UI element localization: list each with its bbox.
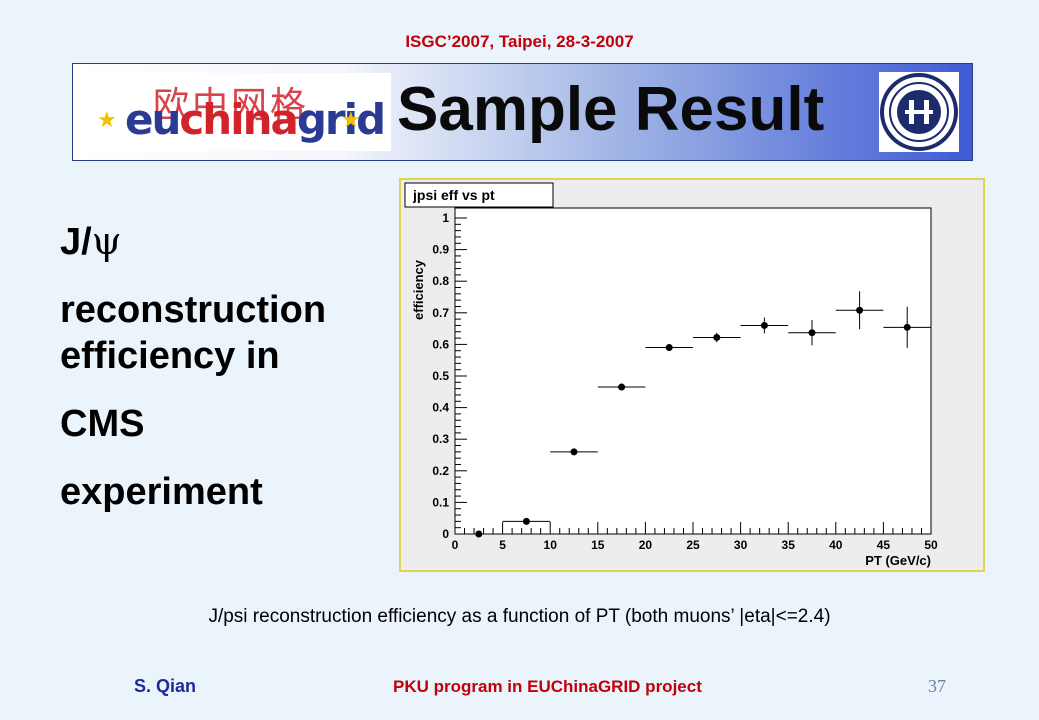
- data-point: [835, 291, 884, 330]
- data-point: [788, 320, 836, 346]
- x-tick-label: 15: [591, 538, 605, 552]
- y-tick-label: 1: [442, 211, 449, 225]
- chart-title-box: jpsi eff vs pt: [404, 182, 554, 208]
- point-marker: [856, 306, 864, 314]
- star-icon: ★: [97, 107, 117, 132]
- y-tick-label: 0.8: [432, 274, 449, 288]
- y-axis-label: efficiency: [411, 259, 426, 320]
- point-marker: [665, 344, 673, 352]
- x-tick-label: 45: [877, 538, 891, 552]
- data-point: [693, 332, 741, 343]
- footer-project: PKU program in EUChinaGRID project: [393, 677, 702, 696]
- data-point: [597, 383, 646, 391]
- point-marker: [808, 329, 816, 337]
- euchinagrid-logo: 欧中网格 ★ euchinagrid ★: [83, 73, 391, 151]
- point-marker: [570, 448, 578, 456]
- logo-chinese-text: 欧中网格: [153, 85, 310, 126]
- y-tick-label: 0.1: [432, 495, 449, 509]
- data-point: [474, 530, 484, 538]
- data-point: [645, 344, 693, 352]
- x-tick-label: 35: [782, 538, 796, 552]
- x-tick-label: 20: [639, 538, 653, 552]
- body-line-efficiency: efficiency in: [60, 335, 280, 377]
- y-tick-label: 0.9: [432, 243, 449, 257]
- footer-author: S. Qian: [134, 676, 197, 696]
- data-point: [550, 448, 598, 456]
- point-marker: [522, 517, 530, 525]
- x-tick-label: 40: [829, 538, 843, 552]
- university-seal-icon: [879, 72, 959, 152]
- page-number: 37: [928, 676, 946, 696]
- chart-title: jpsi eff vs pt: [412, 187, 495, 203]
- body-line-jpsi: J/ψ: [60, 219, 122, 263]
- x-tick-label: 0: [452, 538, 459, 552]
- y-tick-label: 0.4: [432, 401, 449, 415]
- point-marker: [713, 333, 721, 341]
- efficiency-chart: jpsi eff vs pt 0 0.1 0.2 0.3 0.4 0.5 0.6 0.7 0.8…: [399, 178, 985, 572]
- x-tick-label: 10: [544, 538, 558, 552]
- y-tick-label: 0.7: [432, 306, 449, 320]
- x-tick-label: 5: [499, 538, 506, 552]
- x-tick-label: 30: [734, 538, 748, 552]
- data-point: [883, 306, 931, 348]
- point-marker: [475, 530, 483, 538]
- body-line-cms: CMS: [60, 403, 145, 445]
- slide-title: Sample Result: [397, 75, 825, 144]
- body-line-reconstruction: reconstruction: [60, 289, 327, 331]
- slide-body-text: J/ψ reconstruction efficiency in CMS exp…: [60, 218, 400, 515]
- x-axis-label: PT (GeV/c): [865, 553, 931, 568]
- y-tick-label: 0: [442, 527, 449, 541]
- y-tick-label: 0.2: [432, 464, 449, 478]
- point-marker: [618, 383, 626, 391]
- chart-canvas: jpsi eff vs pt 0 0.1 0.2 0.3 0.4 0.5 0.6 0.7 0.8…: [401, 180, 983, 570]
- data-point: [502, 517, 551, 525]
- body-line-experiment: experiment: [60, 471, 263, 513]
- title-banner: 欧中网格 ★ euchinagrid ★ Sample Result: [72, 63, 973, 161]
- point-marker: [760, 321, 768, 329]
- star-icon: ★: [341, 107, 361, 132]
- chart-caption: J/psi reconstruction efficiency as a fun…: [208, 606, 831, 627]
- x-tick-label: 25: [686, 538, 700, 552]
- y-tick-label: 0.6: [432, 337, 449, 351]
- y-tick-label: 0.3: [432, 432, 449, 446]
- logo-wordmark: euchinagrid: [125, 95, 386, 144]
- point-marker: [903, 323, 911, 331]
- x-tick-label: 50: [924, 538, 938, 552]
- y-tick-label: 0.5: [432, 369, 449, 383]
- conference-header: ISGC’2007, Taipei, 28-3-2007: [405, 32, 634, 51]
- data-point: [740, 317, 789, 334]
